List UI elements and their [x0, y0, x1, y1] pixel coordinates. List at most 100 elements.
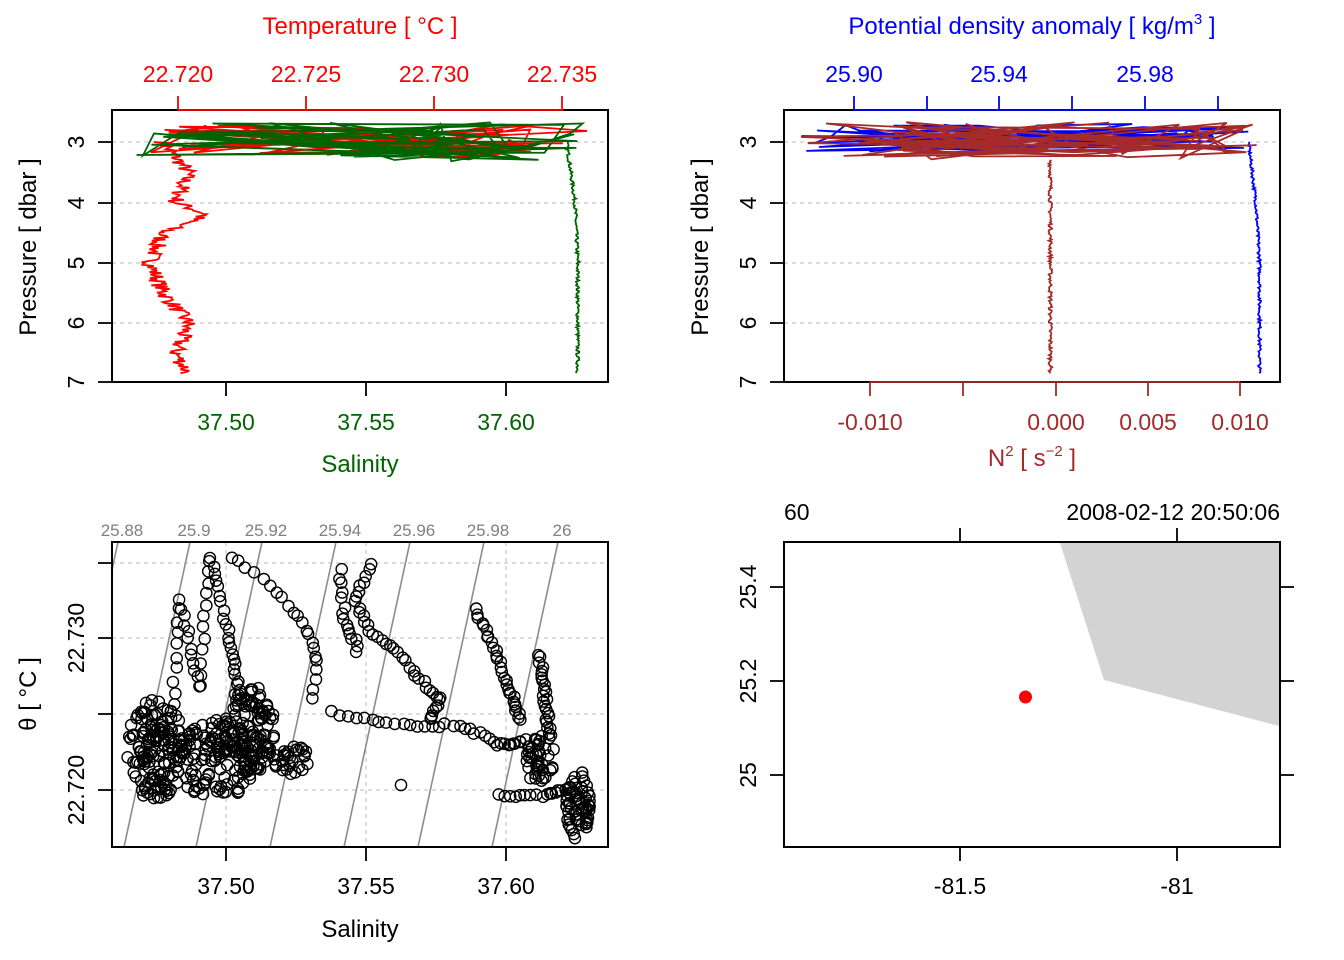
ts-point	[349, 633, 363, 646]
temperature-axis-title: Temperature [ °C ]	[263, 13, 458, 40]
ts-point	[237, 755, 251, 769]
ts-point	[477, 619, 490, 632]
isopycnal-line	[123, 542, 191, 847]
station-map-panel: -81.5 -81 25.4 25.2 25 60 2008-02-12 20:…	[735, 499, 1294, 899]
ts-point	[513, 788, 527, 802]
ts-point	[222, 631, 235, 645]
ts-point	[188, 784, 201, 797]
salinity-tick-label: 37.50	[197, 409, 255, 435]
pressure-tick-label: 7	[735, 376, 761, 389]
ts-point	[209, 750, 222, 764]
ts-point	[157, 776, 170, 789]
ts-point	[225, 551, 239, 565]
ts-point	[152, 695, 166, 709]
ts-point	[403, 718, 417, 732]
ts-point	[211, 579, 225, 593]
ts-point	[418, 720, 432, 733]
ts-point	[372, 715, 385, 729]
ts-point	[263, 579, 277, 593]
ts-theta-axis: 22.730 22.720 θ [ °C ]	[15, 562, 113, 825]
ts-point	[170, 661, 184, 674]
ts-point	[508, 737, 521, 751]
ts-point	[344, 632, 358, 646]
map-lon-tick-label: -81.5	[934, 873, 986, 899]
ts-point	[224, 641, 238, 655]
ts-point	[306, 683, 320, 696]
ts-point	[562, 805, 575, 818]
ts-point	[178, 609, 191, 622]
density-axis: 25.90 25.94 25.98 Potential density anom…	[825, 11, 1219, 111]
ts-point	[199, 599, 213, 612]
salinity-tick-label: 37.60	[477, 409, 535, 435]
ts-point	[209, 574, 223, 588]
ts-point	[231, 698, 245, 712]
ts-point	[310, 654, 323, 667]
isopycnal-label: 25.96	[393, 521, 436, 540]
pressure-tick-label: 4	[63, 196, 89, 209]
pressure-axis-title: Pressure [ dbar ]	[15, 158, 42, 335]
ts-point	[252, 691, 266, 704]
ts-point	[232, 785, 245, 798]
ts-profile-panel: 22.720 22.725 22.730 22.735 Temperature …	[15, 13, 609, 478]
isopycnal-label: 25.92	[245, 521, 288, 540]
ts-point	[210, 741, 224, 755]
ts-point	[267, 753, 281, 766]
ts-point	[124, 732, 137, 746]
ts-point	[231, 554, 245, 568]
map-lon-tick-label: -81	[1160, 873, 1193, 899]
ts-point	[306, 692, 319, 705]
ts-point	[503, 790, 517, 803]
salinity-axis-title: Salinity	[321, 451, 398, 478]
ts-point	[397, 717, 411, 731]
isopycnal-label: 25.94	[319, 521, 362, 540]
ts-point	[575, 803, 588, 817]
ts-point	[307, 641, 321, 655]
ts-point	[520, 748, 534, 761]
ts-point	[576, 802, 590, 816]
ts-point	[257, 572, 271, 586]
ts-point	[217, 604, 231, 618]
ts-point	[359, 570, 373, 583]
ts-point	[539, 685, 553, 699]
ts-point	[207, 560, 221, 574]
ts-point	[546, 762, 559, 775]
ts-point	[174, 603, 188, 616]
ts-point	[568, 805, 582, 818]
n2-tick-label: 0.005	[1119, 409, 1177, 435]
ts-point	[519, 733, 533, 746]
ts-point	[162, 740, 176, 753]
ts-point	[362, 624, 376, 638]
ts-point	[234, 692, 248, 705]
ts-point	[244, 748, 257, 761]
ts-point	[127, 766, 141, 779]
ts-point	[524, 771, 537, 785]
ts-point	[184, 768, 198, 781]
density-profile-panel: 25.90 25.94 25.98 Potential density anom…	[687, 11, 1281, 472]
ts-salinity-tick-label: 37.55	[337, 873, 395, 899]
ts-point	[379, 716, 393, 729]
map-lat-tick-label: 25	[735, 762, 761, 788]
isopycnal-line	[417, 542, 485, 847]
ts-point	[544, 729, 558, 742]
ts-point	[138, 706, 152, 719]
pressure-tick-label: 7	[63, 376, 89, 389]
temperature-tick-label: 22.720	[143, 61, 213, 87]
ts-point	[363, 563, 377, 576]
ts-point	[252, 681, 265, 695]
ts-point	[568, 831, 582, 845]
density-axis-title: Potential density anomaly [ kg/m3 ]	[848, 11, 1215, 40]
ts-point	[169, 687, 182, 700]
ts-point	[233, 683, 246, 697]
density-profile-ygrid	[784, 141, 1280, 324]
n2-tick-label: -0.010	[837, 409, 902, 435]
ts-point	[544, 722, 557, 735]
ts-point	[437, 717, 451, 730]
ts-point	[170, 651, 183, 665]
ts-point	[130, 711, 143, 725]
ts-point	[529, 747, 543, 761]
map-lat-tick-label: 25.2	[735, 659, 761, 704]
ts-point	[532, 656, 546, 670]
ts-diagram-frame	[111, 541, 609, 848]
density-pressure-axis: 3 4 5 6 7 Pressure [ dbar ]	[687, 136, 785, 389]
ts-theta-tick-label: 22.720	[63, 755, 89, 825]
